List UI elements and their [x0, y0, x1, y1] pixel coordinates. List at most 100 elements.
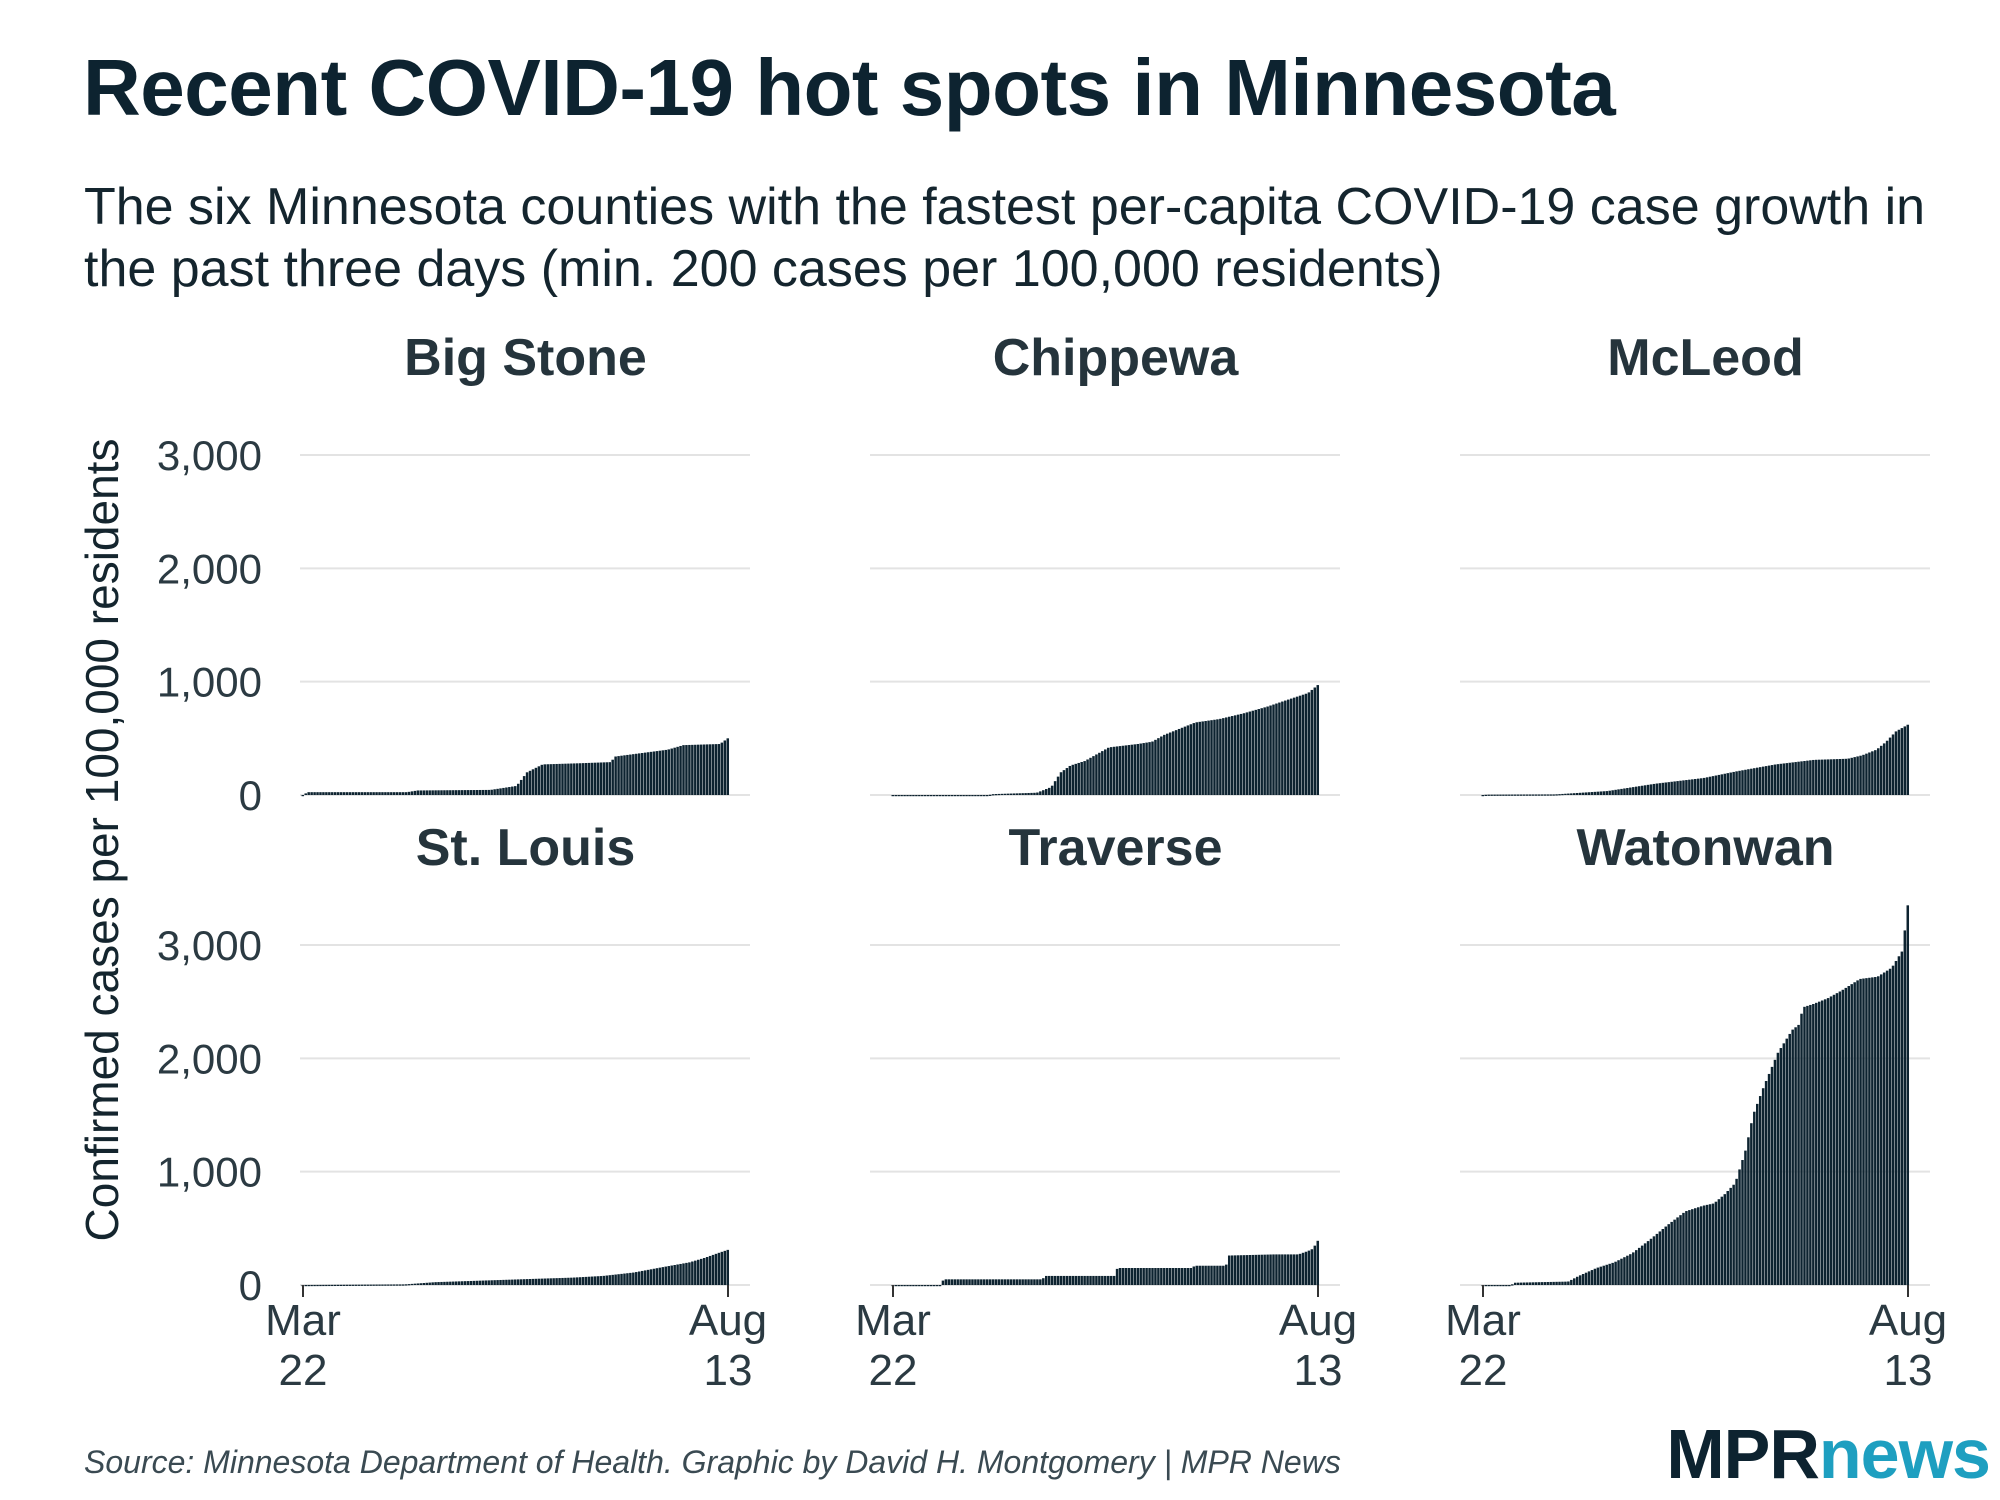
- bar: [1658, 1231, 1662, 1285]
- bar: [331, 1284, 334, 1287]
- bar: [578, 1277, 582, 1285]
- bar: [1248, 711, 1252, 795]
- bar: [463, 1281, 467, 1285]
- bar: [1003, 793, 1007, 795]
- logo-news-text: news: [1818, 1415, 1991, 1493]
- bar: [1593, 791, 1597, 795]
- bar: [1148, 1268, 1151, 1285]
- bar: [328, 792, 331, 795]
- bar: [1059, 1275, 1063, 1285]
- bar: [640, 753, 644, 795]
- bar: [1543, 794, 1546, 796]
- bar: [1791, 1029, 1794, 1285]
- bar: [1053, 1275, 1057, 1285]
- bar: [1145, 742, 1148, 795]
- bar: [522, 1279, 526, 1285]
- bar: [1776, 1052, 1780, 1285]
- bar: [587, 762, 591, 795]
- mpr-news-logo: MPRnews: [1666, 1414, 1991, 1494]
- bar: [1166, 1268, 1169, 1285]
- bar: [1862, 978, 1865, 1285]
- bar: [985, 795, 989, 797]
- bar: [971, 795, 974, 797]
- bar: [331, 792, 334, 795]
- bar: [1685, 780, 1688, 795]
- bar: [1508, 794, 1511, 796]
- bar: [596, 762, 600, 795]
- bar: [1490, 794, 1493, 796]
- bar: [938, 795, 942, 797]
- bar: [570, 763, 573, 795]
- bar: [691, 744, 694, 795]
- bar: [531, 1278, 535, 1285]
- bar: [307, 792, 310, 795]
- bar: [923, 1285, 927, 1287]
- bar: [1015, 1279, 1018, 1285]
- bar: [1499, 1285, 1502, 1287]
- bar: [652, 1268, 656, 1285]
- bar: [921, 795, 924, 797]
- bar: [909, 795, 912, 797]
- bar: [463, 790, 467, 795]
- bar: [378, 792, 381, 795]
- bar: [1216, 719, 1219, 795]
- bar: [1862, 754, 1865, 795]
- bar: [1558, 1281, 1561, 1285]
- bar: [1903, 930, 1907, 1285]
- bar: [1278, 702, 1281, 795]
- bar: [1764, 766, 1768, 795]
- bar: [1525, 794, 1529, 796]
- bar: [1275, 1254, 1278, 1285]
- bar: [1077, 762, 1080, 795]
- bar: [965, 795, 968, 797]
- bar: [635, 753, 638, 795]
- bar: [1826, 759, 1830, 795]
- bar: [956, 795, 959, 797]
- bar: [390, 792, 393, 795]
- bar: [1747, 769, 1750, 795]
- bar: [1186, 1268, 1190, 1285]
- bar: [1708, 776, 1712, 795]
- bar: [1573, 793, 1576, 795]
- bar: [1171, 1268, 1175, 1285]
- bar: [670, 1265, 673, 1285]
- bar: [493, 789, 496, 795]
- bar: [469, 790, 473, 795]
- bar: [900, 795, 903, 797]
- bar: [1183, 1268, 1187, 1285]
- bar: [590, 762, 594, 795]
- bar: [1213, 719, 1216, 795]
- bar: [360, 1284, 364, 1286]
- bar: [1894, 731, 1898, 795]
- bar: [1287, 1254, 1290, 1285]
- bar: [1729, 772, 1732, 795]
- bar: [398, 792, 402, 795]
- bar: [428, 790, 431, 795]
- bar: [652, 751, 656, 795]
- bar: [1086, 759, 1089, 795]
- bar: [714, 1253, 718, 1285]
- bar: [1587, 1271, 1591, 1285]
- bar: [1516, 1282, 1520, 1285]
- bar: [1626, 1255, 1629, 1285]
- bar: [1177, 728, 1181, 795]
- bar: [1688, 1210, 1691, 1285]
- bar: [720, 742, 724, 795]
- bar: [1646, 784, 1650, 795]
- bar: [685, 1262, 688, 1285]
- bar: [1829, 759, 1833, 795]
- bar: [1815, 759, 1818, 795]
- bar: [416, 1283, 420, 1285]
- bar: [1222, 718, 1225, 795]
- bar: [1809, 1004, 1812, 1285]
- panel-title: Watonwan: [1576, 819, 1834, 877]
- panel-chippewa: Chippewa: [870, 329, 1340, 797]
- bar: [1163, 1268, 1166, 1285]
- bar: [1233, 1255, 1237, 1285]
- bar: [336, 1284, 340, 1286]
- bar: [593, 1276, 597, 1285]
- bar: [1617, 1260, 1620, 1285]
- bar: [708, 744, 712, 795]
- bar: [546, 1278, 549, 1285]
- bar: [1171, 731, 1175, 795]
